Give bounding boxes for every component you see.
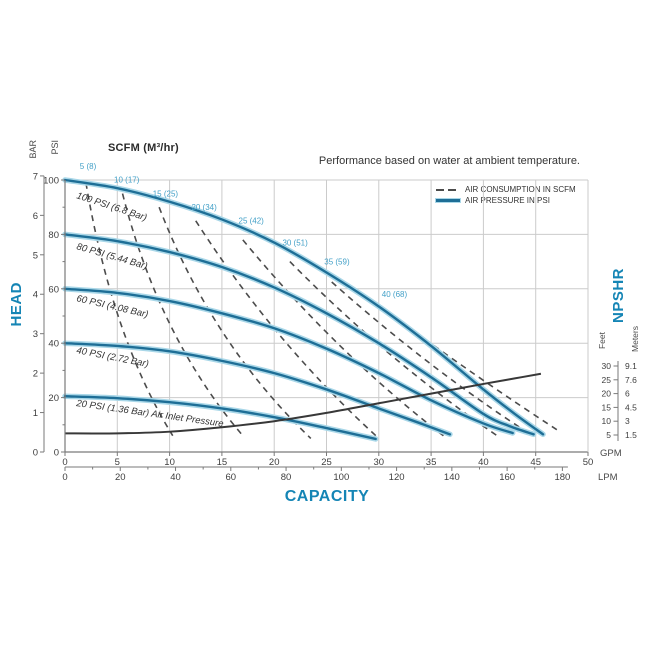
- gpm-tick-label: 20: [269, 457, 280, 468]
- bar-tick-label: 1: [33, 408, 38, 419]
- gpm-tick-label: 30: [374, 457, 385, 468]
- gpm-unit-label: GPM: [600, 448, 622, 459]
- gpm-tick-label: 0: [62, 457, 67, 468]
- air-consumption-curve: [158, 206, 312, 439]
- lpm-tick-label: 100: [333, 472, 349, 483]
- meters-tick-label: 7.6: [625, 375, 637, 385]
- air-consumption-curve: [331, 281, 531, 435]
- bar-tick-label: 7: [33, 171, 38, 182]
- psi-tick-label: 60: [48, 284, 59, 295]
- scfm-axis-title: SCFM (M³/hr): [108, 142, 179, 154]
- feet-tick-label: 30: [602, 361, 612, 371]
- air-pressure-curve: [63, 395, 377, 441]
- legend: AIR CONSUMPTION IN SCFM AIR PRESSURE IN …: [436, 184, 576, 206]
- meters-tick-label: 3: [625, 416, 630, 426]
- lpm-tick-label: 160: [499, 472, 515, 483]
- legend-label-air-pressure: AIR PRESSURE IN PSI: [465, 196, 550, 205]
- feet-tick-label: 25: [602, 375, 612, 385]
- gpm-tick-label: 5: [115, 457, 120, 468]
- bar-tick-label: 3: [33, 329, 38, 340]
- air-pressure-curve: [63, 178, 545, 436]
- scfm-curve-label: 35 (59): [324, 257, 350, 266]
- performance-note: Performance based on water at ambient te…: [318, 155, 580, 167]
- legend-item-air-consumption: AIR CONSUMPTION IN SCFM: [436, 184, 576, 195]
- air-pressure-curve: [63, 233, 535, 436]
- meters-tick-label: 1.5: [625, 430, 637, 440]
- scfm-curve-label: 5 (8): [80, 162, 97, 171]
- air-consumption-curve: [85, 182, 174, 437]
- legend-item-air-pressure: AIR PRESSURE IN PSI: [436, 195, 576, 206]
- meters-tick-label: 9.1: [625, 361, 637, 371]
- bar-tick-label: 0: [33, 448, 38, 459]
- lpm-tick-label: 0: [62, 472, 67, 483]
- lpm-tick-label: 180: [554, 472, 570, 483]
- scfm-curve-label: 15 (25): [153, 189, 179, 198]
- bar-tick-label: 4: [33, 290, 38, 301]
- air-pressure-curve: [63, 342, 452, 436]
- psi-tick-label: 20: [48, 393, 59, 404]
- lpm-tick-label: 20: [115, 472, 126, 483]
- gpm-tick-label: 40: [478, 457, 489, 468]
- air-consumption-curve: [289, 261, 500, 438]
- lpm-tick-label: 40: [170, 472, 181, 483]
- meters-tick-label: 6: [625, 389, 630, 399]
- capacity-axis-title: CAPACITY: [284, 488, 370, 505]
- gpm-tick-label: 25: [321, 457, 332, 468]
- lpm-tick-label: 140: [444, 472, 460, 483]
- gpm-tick-label: 35: [426, 457, 437, 468]
- psi-tick-label: 40: [48, 339, 59, 350]
- scfm-curve-label: 20 (34): [191, 203, 217, 212]
- bar-tick-label: 6: [33, 211, 38, 222]
- air-pressure-curve: [63, 287, 514, 435]
- lpm-unit-label: LPM: [598, 472, 618, 483]
- bar-tick-label: 5: [33, 250, 38, 261]
- dashed-line-sample-icon: [436, 188, 460, 191]
- lpm-tick-label: 120: [389, 472, 405, 483]
- gpm-tick-label: 45: [530, 457, 541, 468]
- scfm-curve-label: 40 (68): [382, 290, 408, 299]
- psi-tick-label: 80: [48, 230, 59, 241]
- psi-tick-label: 0: [54, 448, 59, 459]
- psi-tick-label: 100: [43, 176, 59, 187]
- air-consumption-curve: [242, 239, 448, 440]
- gpm-tick-label: 50: [583, 457, 594, 468]
- gpm-tick-label: 10: [164, 457, 175, 468]
- bar-tick-label: 2: [33, 369, 38, 380]
- feet-tick-label: 15: [602, 402, 612, 412]
- scfm-curve-label: 10 (17): [114, 176, 140, 185]
- scfm-curve-label: 30 (51): [282, 238, 308, 247]
- npshr-curve: [64, 372, 542, 435]
- feet-tick-label: 10: [602, 416, 612, 426]
- legend-label-air-consumption: AIR CONSUMPTION IN SCFM: [465, 185, 576, 194]
- lpm-tick-label: 80: [281, 472, 292, 483]
- air-consumption-curve: [121, 193, 244, 437]
- air-consumption-curve: [195, 220, 380, 439]
- solid-line-sample-icon: [436, 199, 460, 202]
- feet-tick-label: 20: [602, 389, 612, 399]
- lpm-tick-label: 60: [226, 472, 237, 483]
- gpm-tick-label: 15: [217, 457, 228, 468]
- meters-tick-label: 4.5: [625, 402, 637, 412]
- scfm-curve-label: 25 (42): [239, 217, 265, 226]
- feet-tick-label: 5: [606, 430, 611, 440]
